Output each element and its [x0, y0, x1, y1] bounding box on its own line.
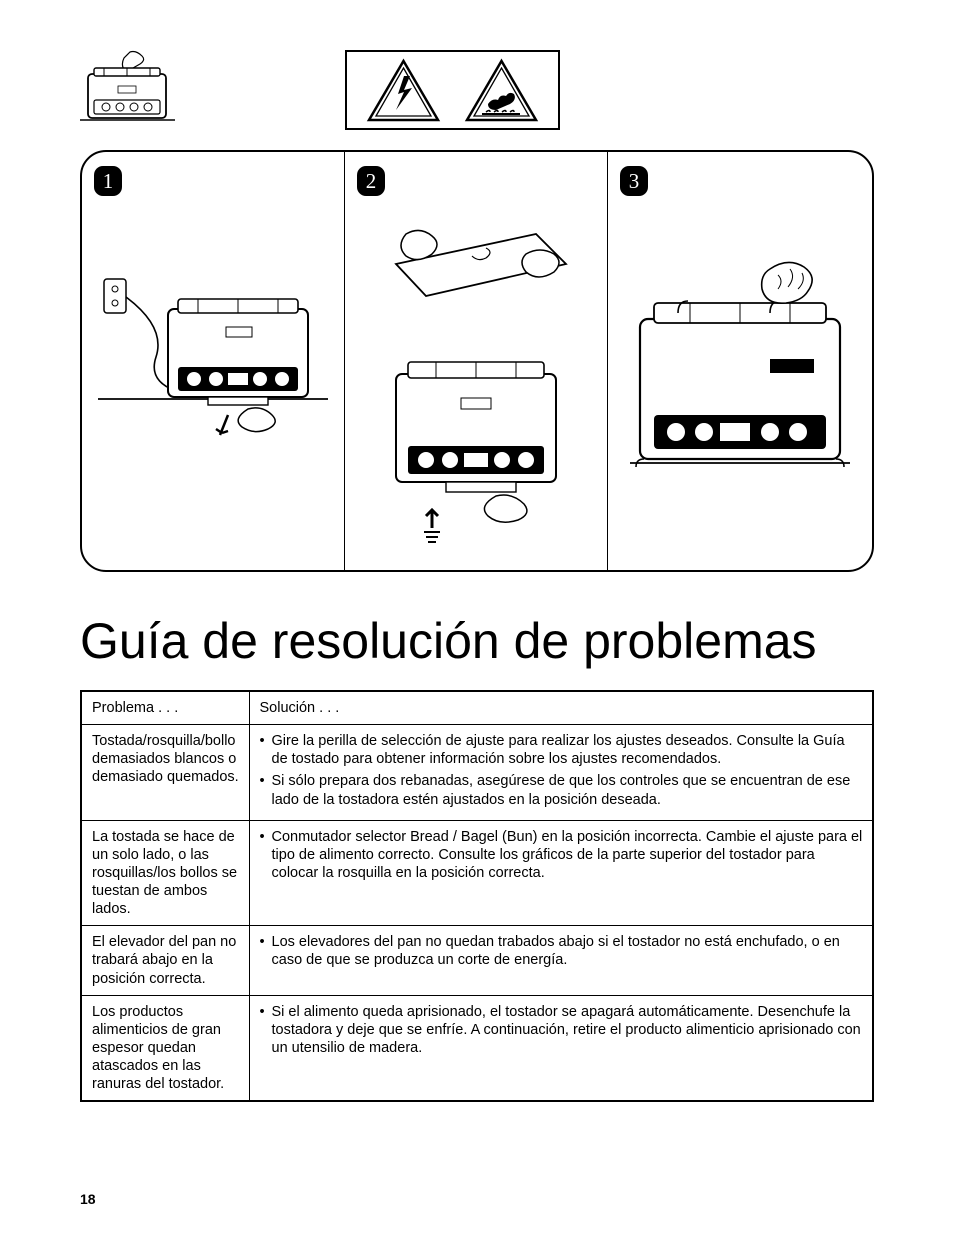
troubleshooting-table: Problema . . . Solución . . . Tostada/ro…: [80, 690, 874, 1102]
step-1-illustration: [94, 204, 332, 554]
table-header-problem: Problema . . .: [81, 691, 249, 725]
problem-cell: El elevador del pan no trabará abajo en …: [81, 926, 249, 995]
step-2-number: 2: [357, 166, 385, 196]
solution-item: Los elevadores del pan no quedan trabado…: [260, 933, 865, 969]
problem-cell: Los productos alimenticios de gran espes…: [81, 995, 249, 1101]
hot-surface-icon: [464, 58, 539, 123]
table-row: Los productos alimenticios de gran espes…: [81, 995, 873, 1101]
solution-cell: Gire la perilla de selección de ajuste p…: [249, 725, 873, 821]
solution-item: Si el alimento queda aprisionado, el tos…: [260, 1003, 865, 1057]
problem-cell: Tostada/rosquilla/bollo demasiados blanc…: [81, 725, 249, 821]
electric-shock-icon: [366, 58, 441, 123]
step-2-cell: 2: [344, 152, 607, 570]
step-2-illustration: [357, 204, 595, 554]
page-number: 18: [80, 1191, 96, 1207]
step-3-illustration: [620, 204, 860, 554]
warning-box: [345, 50, 560, 130]
solution-item: Si sólo prepara dos rebanadas, asegúrese…: [260, 772, 865, 808]
step-3-number: 3: [620, 166, 648, 196]
top-row: [80, 50, 874, 130]
solution-item: Gire la perilla de selección de ajuste p…: [260, 732, 865, 768]
page-title: Guía de resolución de problemas: [80, 612, 874, 670]
solution-item: Conmutador selector Bread / Bagel (Bun) …: [260, 828, 865, 882]
problem-cell: La tostada se hace de un solo lado, o la…: [81, 820, 249, 926]
table-header-solution: Solución . . .: [249, 691, 873, 725]
steps-panel: 1: [80, 150, 874, 572]
solution-cell: Conmutador selector Bread / Bagel (Bun) …: [249, 820, 873, 926]
solution-cell: Si el alimento queda aprisionado, el tos…: [249, 995, 873, 1101]
table-row: La tostada se hace de un solo lado, o la…: [81, 820, 873, 926]
table-body: Tostada/rosquilla/bollo demasiados blanc…: [81, 725, 873, 1102]
toaster-small-illustration: [80, 50, 175, 130]
solution-cell: Los elevadores del pan no quedan trabado…: [249, 926, 873, 995]
step-1-number: 1: [94, 166, 122, 196]
table-row: El elevador del pan no trabará abajo en …: [81, 926, 873, 995]
step-1-cell: 1: [82, 152, 344, 570]
table-row: Tostada/rosquilla/bollo demasiados blanc…: [81, 725, 873, 821]
step-3-cell: 3: [607, 152, 872, 570]
